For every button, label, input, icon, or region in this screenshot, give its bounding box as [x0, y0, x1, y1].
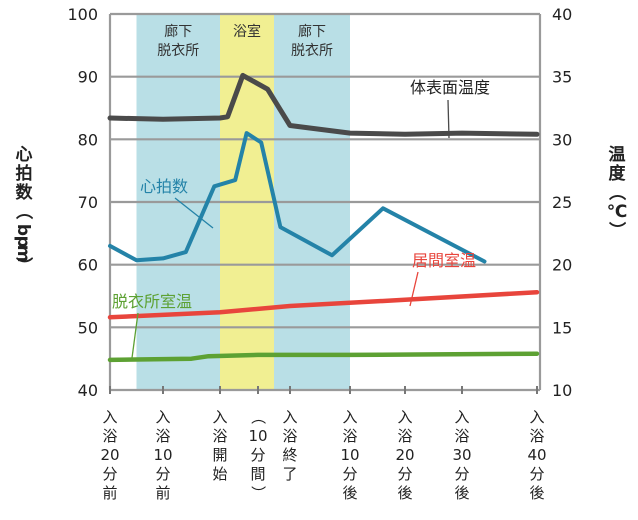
y-right-title: ℃	[607, 202, 628, 222]
x-category-label: 分	[397, 465, 412, 483]
y-right-tick: 25	[552, 193, 572, 212]
x-category-label: 終	[282, 446, 297, 464]
x-category-label: 入	[454, 408, 469, 426]
x-category-label: 分	[342, 465, 357, 483]
x-category-label: 後	[342, 484, 357, 502]
series-leader	[409, 271, 419, 307]
x-category-label: 浴	[282, 427, 297, 445]
y-left-title: 拍	[16, 163, 33, 184]
x-category-label: 後	[397, 484, 412, 502]
y-left-title: 数	[16, 182, 34, 203]
x-category-label: 30	[452, 446, 471, 464]
zone-label: 浴室	[233, 23, 261, 40]
x-category-label: 40	[527, 446, 546, 464]
x-category-label: 入	[397, 408, 412, 426]
x-category-label: 20	[100, 446, 119, 464]
y-left-tick: 100	[67, 5, 98, 24]
series-label: 心拍数	[140, 177, 188, 196]
x-category-label: 浴	[155, 427, 170, 445]
x-category-label: 開	[212, 446, 227, 464]
series-line	[107, 72, 540, 137]
grid-layer	[108, 12, 542, 394]
y-left-title: m	[13, 245, 33, 263]
series-leader	[447, 99, 450, 139]
x-category-label: 10	[153, 446, 172, 464]
x-category-label: 入	[212, 408, 227, 426]
x-category-label: 分	[102, 465, 117, 483]
y-left-tick: 60	[78, 256, 98, 275]
y-right-tick: 15	[552, 318, 572, 337]
y-left-title: （	[13, 203, 34, 220]
zone-label: 脱衣所	[157, 43, 199, 59]
y-right-title: 度	[609, 163, 627, 184]
x-category-label: 分	[529, 465, 544, 483]
x-category-label: 20	[395, 446, 414, 464]
x-category-label: 入	[529, 408, 544, 426]
x-category-label: 分	[250, 446, 265, 464]
y-right-tick: 10	[552, 381, 572, 400]
x-category-label: 分	[155, 465, 170, 483]
y-right-tick: 35	[552, 68, 572, 87]
x-category-label: 入	[342, 408, 357, 426]
y-right-tick: 40	[552, 5, 572, 24]
y-right-title: 温	[609, 145, 626, 165]
x-category-label: 浴	[454, 427, 469, 445]
x-category-label: 浴	[529, 427, 544, 445]
y-left-title: b	[13, 224, 33, 236]
y-left-title: p	[13, 236, 33, 248]
x-category-label: 10	[340, 446, 359, 464]
y-right-tick: 30	[552, 130, 572, 149]
zone-label: 廊下	[164, 23, 192, 40]
series-layer	[107, 72, 540, 363]
x-category-label: （	[249, 409, 267, 424]
y-left-tick: 40	[78, 381, 98, 400]
x-category-label: 前	[155, 484, 170, 502]
y-left-tick: 90	[78, 68, 98, 87]
x-category-label: 10	[248, 427, 267, 445]
x-category-label: 浴	[102, 427, 117, 445]
y-right-title: ）	[606, 222, 627, 239]
x-category-label: 浴	[397, 427, 412, 445]
series-label: 居間室温	[412, 251, 476, 270]
x-category-label: 入	[102, 408, 117, 426]
x-category-label: 了	[282, 465, 297, 483]
series-leader	[174, 197, 214, 229]
y-right-tick: 20	[552, 256, 572, 275]
x-category-label: 入	[282, 408, 297, 426]
zone-label: 脱衣所	[291, 43, 333, 59]
y-left-tick: 50	[78, 318, 98, 337]
series-leader	[131, 312, 139, 359]
x-category-label: 分	[454, 465, 469, 483]
series-line	[108, 131, 487, 264]
zone-label: 廊下	[298, 23, 326, 40]
y-left-tick: 70	[78, 193, 98, 212]
x-category-label: 入	[155, 408, 170, 426]
x-category-label: 前	[102, 484, 117, 502]
series-label: 体表面温度	[410, 78, 490, 97]
y-left-title: 心	[16, 145, 33, 165]
y-right-title: （	[606, 184, 627, 201]
series-line	[107, 289, 540, 320]
x-category-label: 浴	[212, 427, 227, 445]
x-category-label: 間	[250, 465, 265, 483]
series-label: 脱衣所室温	[112, 292, 192, 311]
x-category-label: ）	[249, 485, 267, 500]
x-category-label: 始	[212, 465, 227, 483]
x-category-label: 後	[529, 484, 544, 502]
y-left-tick: 80	[78, 130, 98, 149]
y-left-title: ）	[13, 257, 34, 274]
x-category-label: 後	[454, 484, 469, 502]
x-category-label: 浴	[342, 427, 357, 445]
series-line	[107, 351, 540, 363]
